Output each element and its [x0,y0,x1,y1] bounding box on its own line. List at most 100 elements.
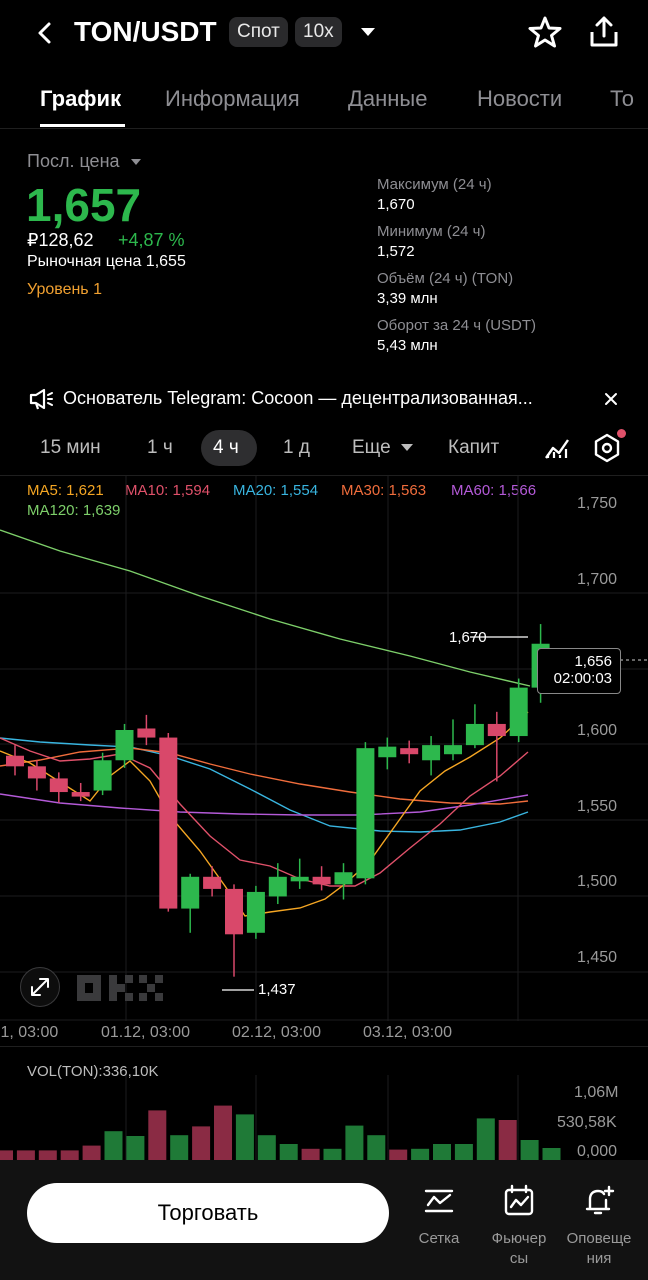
candle [246,885,265,939]
last-price-label[interactable]: Посл. цена [27,151,143,172]
tf-more[interactable]: Еще [352,437,414,459]
volume-bar [367,1135,386,1160]
close-news-icon[interactable] [601,389,621,414]
stat-volume-value: 3,39 млн [377,290,438,307]
y-tick-1450: 1,450 [577,949,618,966]
news-ticker[interactable]: Основатель Telegram: Cocoon — децентрали… [63,388,533,408]
tab-more[interactable]: То [610,86,634,111]
volume-bar [433,1144,451,1160]
megaphone-icon [28,386,54,417]
x-tick-1: 01.12, 03:00 [101,1024,190,1041]
volume-bar [104,1131,123,1160]
ma60-line [0,793,529,816]
candle [93,752,112,796]
candle [115,723,134,768]
candle [487,711,506,782]
candle [334,863,353,900]
tf-4h[interactable] [201,430,257,466]
ma120-line [0,529,531,687]
chart-settings-icon[interactable] [592,432,622,469]
x-tick-2: 02.12, 03:00 [232,1024,321,1041]
back-button[interactable] [30,18,60,48]
tf-capital[interactable]: Капит [448,437,500,458]
volume-bar [498,1120,517,1160]
y-tick-1600: 1,600 [577,722,618,739]
stat-turnover-label: Оборот за 24 ч (USDT) [377,317,537,334]
tab-chart[interactable]: График [40,86,122,111]
vol-tick-zero: 0,000 [577,1143,618,1160]
candle [312,866,331,891]
alerts-button[interactable]: Оповеще ния [560,1183,638,1269]
candle [422,736,441,776]
volume-bar [60,1150,79,1160]
volume-bar [214,1105,232,1160]
y-tick-1700: 1,700 [577,571,618,588]
grid-bot-button[interactable]: Сетка [410,1183,468,1249]
rub-price: ₽128,62 [27,230,94,250]
last-price: 1,657 [26,179,142,231]
stat-low-label: Минимум (24 ч) [377,223,486,240]
indicator-icon[interactable] [543,434,571,467]
candle [356,742,375,885]
expand-icon [31,978,49,996]
trade-button[interactable]: Торговать [27,1183,389,1243]
volume-bar [389,1149,408,1160]
low-price-label: 1,437 [258,981,296,998]
pair-dropdown-icon[interactable] [358,24,378,45]
candle [6,745,24,776]
star-icon[interactable] [527,14,563,55]
futures-label: Фьючер сы [491,1230,547,1267]
ma10-line [0,737,529,887]
pair-title[interactable]: TON/USDT [74,16,217,47]
tf-15m[interactable]: 15 мин [40,437,101,458]
y-tick-1750: 1,750 [577,495,618,512]
volume-bar [520,1140,539,1160]
volume-bar [476,1118,495,1160]
tab-data[interactable]: Данные [348,86,428,111]
volume-bar [345,1125,364,1160]
notification-dot [617,429,626,438]
tf-1h[interactable]: 1 ч [147,437,173,458]
tab-info[interactable]: Информация [165,86,300,111]
volume-bar [0,1150,13,1160]
candle [268,863,287,905]
ma30-line [0,747,529,805]
candle [290,858,309,889]
last-price-label-text: Посл. цена [27,151,120,171]
tf-4h-label: 4 ч [213,437,239,458]
volume-bar [235,1114,254,1160]
market-type-chip[interactable]: Спот [229,17,288,47]
level-badge[interactable]: Уровень 1 [27,281,102,298]
candle [400,740,419,764]
ma60-label: MA60: 1,566 [451,482,537,499]
volume-bar [257,1135,276,1160]
candle [203,866,222,897]
tf-more-label: Еще [352,437,391,458]
candle [181,873,200,933]
ma30-label: MA30: 1,563 [341,482,427,499]
bell-plus-icon [585,1185,615,1215]
volume-bar [148,1110,167,1160]
candle [49,772,68,803]
chart-top-divider [0,475,648,476]
candle [444,719,462,761]
futures-button[interactable]: Фьючер сы [484,1183,554,1269]
price-change: +4,87 % [118,230,185,250]
y-tick-1550: 1,550 [577,798,618,815]
candle [509,678,528,743]
tab-news[interactable]: Новости [477,86,563,111]
volume-bar [301,1148,320,1160]
volume-bar [454,1144,473,1160]
volume-bar [16,1150,35,1160]
expand-chart-button[interactable] [20,967,60,1007]
tf-1d[interactable]: 1 д [283,437,310,458]
candle-countdown: 02:00:03 [553,670,612,687]
share-icon[interactable] [586,14,622,55]
volume-bar [38,1150,57,1160]
candlestick-chart[interactable] [0,476,648,1021]
vol-tick-max: 1,06M [574,1084,619,1101]
leverage-chip[interactable]: 10x [295,17,342,47]
candle [225,884,243,977]
trade-button-label: Торговать [157,1200,259,1225]
volume-bar [279,1144,298,1160]
